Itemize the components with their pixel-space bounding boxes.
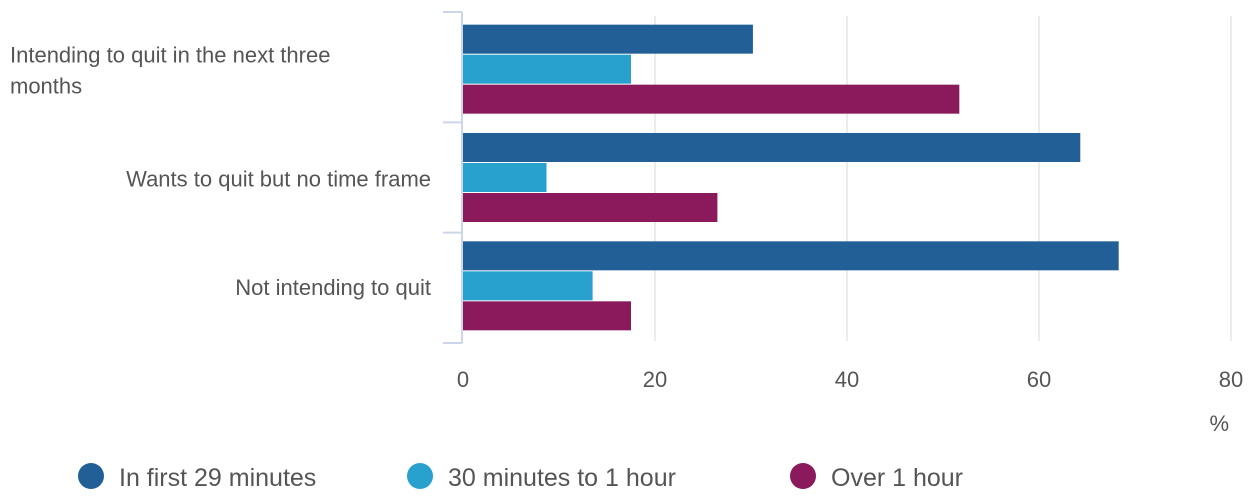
x-tick-label: 80 bbox=[1219, 367, 1243, 392]
bar-1-0 bbox=[463, 54, 631, 84]
bar-2-1 bbox=[463, 193, 718, 222]
legend-marker bbox=[78, 463, 104, 489]
legend-label: 30 minutes to 1 hour bbox=[448, 464, 676, 492]
bar-layer bbox=[463, 24, 1119, 331]
category-label: Wants to quit but no time frame bbox=[126, 167, 431, 192]
legend-item[interactable]: 30 minutes to 1 hour bbox=[407, 463, 676, 492]
bar-0-0 bbox=[463, 24, 753, 54]
axis-layer bbox=[443, 11, 463, 344]
bar-0-1 bbox=[463, 133, 1081, 162]
x-tick-label: 40 bbox=[835, 367, 859, 392]
legend: In first 29 minutes 30 minutes to 1 hour O… bbox=[78, 463, 963, 492]
bar-1-1 bbox=[463, 163, 547, 192]
legend-item[interactable]: Over 1 hour bbox=[790, 463, 963, 492]
legend-label: In first 29 minutes bbox=[119, 464, 316, 492]
x-tick-label: 0 bbox=[457, 367, 469, 392]
bar-1-2 bbox=[463, 271, 593, 301]
legend-marker bbox=[790, 463, 816, 489]
bar-2-0 bbox=[463, 84, 960, 114]
category-labels: Intending to quit in the next three month… bbox=[10, 43, 431, 300]
x-unit-label: % bbox=[1209, 411, 1229, 436]
bar-2-2 bbox=[463, 301, 631, 331]
category-label: Not intending to quit bbox=[235, 275, 431, 300]
legend-label: Over 1 hour bbox=[831, 464, 963, 492]
x-tick-label: 20 bbox=[643, 367, 667, 392]
legend-marker bbox=[407, 463, 433, 489]
bar-0-2 bbox=[463, 241, 1119, 271]
category-label: months bbox=[10, 74, 82, 99]
x-tick-labels: 0 20 40 60 80 bbox=[457, 367, 1243, 392]
legend-item[interactable]: In first 29 minutes bbox=[78, 463, 316, 492]
category-label: Intending to quit in the next three bbox=[10, 43, 330, 68]
x-tick-label: 60 bbox=[1027, 367, 1051, 392]
grid-layer bbox=[654, 16, 1232, 341]
